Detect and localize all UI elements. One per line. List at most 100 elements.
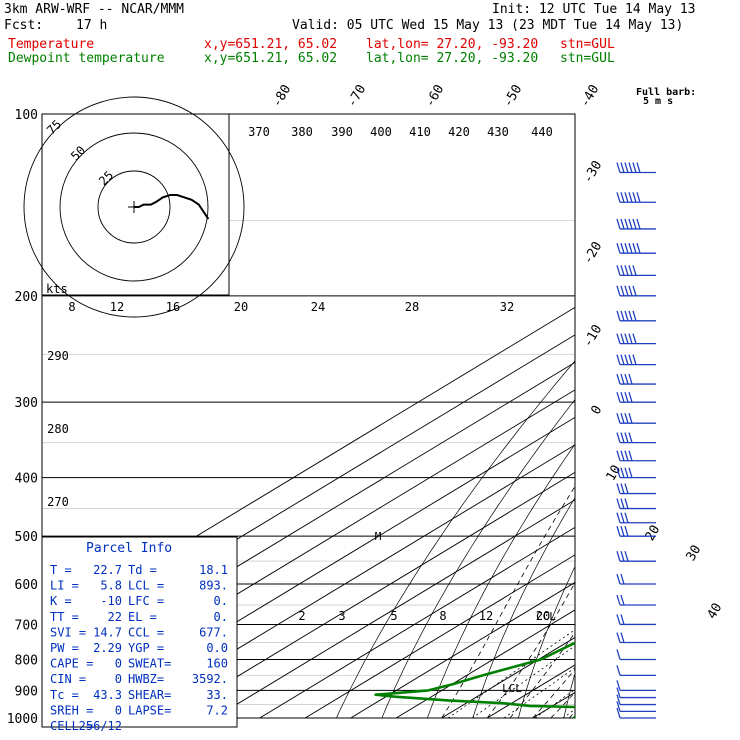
parcel-value: 0 <box>115 672 122 686</box>
isotherm-label: 20 <box>643 523 664 544</box>
wind-barb-flag <box>616 701 621 712</box>
wind-barb-flag <box>616 512 621 523</box>
wind-barb-flag <box>628 412 633 424</box>
wind-barb-flag <box>616 354 621 365</box>
wind-barb <box>616 525 656 537</box>
mixing-ratio-line <box>534 688 575 719</box>
isotherm-line <box>168 471 575 719</box>
wind-barb-flag <box>616 162 621 173</box>
parcel-key: HWBZ= <box>128 672 164 686</box>
wind-barb <box>616 483 656 495</box>
pressure-label: 1000 <box>7 712 38 727</box>
wind-barb-flag <box>624 354 629 365</box>
wind-barb-flag <box>628 467 633 478</box>
isotherm-line <box>122 444 575 719</box>
parcel-info-box <box>41 536 238 728</box>
wind-barb-flag <box>616 665 621 676</box>
parcel-value: 0.0 <box>206 641 228 655</box>
parcel-key: CIN = <box>50 672 86 686</box>
wind-barb-flag <box>616 573 621 585</box>
wind-barb-flag <box>624 285 629 297</box>
wind-barb-flag <box>616 594 621 606</box>
hodograph-ring <box>23 96 245 318</box>
wind-barb-flag <box>624 450 629 461</box>
isotherm-line <box>624 114 740 718</box>
wind-barb-flag <box>620 162 625 173</box>
dry-adiabat <box>427 443 575 719</box>
parcel-value: 893. <box>199 579 228 593</box>
parcel-value: 33. <box>206 688 228 702</box>
isotherm-line <box>304 554 575 719</box>
parcel-key: CELL = <box>50 719 93 733</box>
wind-barb-flag <box>620 632 625 643</box>
wind-barb-flag <box>624 218 629 230</box>
parcel-key: SHEAR= <box>128 688 171 702</box>
wind-barb-flag <box>624 412 629 424</box>
parcel-value: 22.7 <box>93 563 122 577</box>
wind-barb-flag <box>616 467 621 478</box>
isotherm-line <box>532 691 575 719</box>
wind-barb-flag <box>628 310 633 322</box>
wind-barb-flag <box>628 450 633 461</box>
moist-adiabat <box>587 296 740 718</box>
wind-barb-flag <box>616 687 621 698</box>
wind-barb-flag <box>636 192 641 203</box>
wind-barb <box>616 285 656 297</box>
dry-adiabat <box>609 114 740 718</box>
hodograph-ring <box>97 170 171 244</box>
parcel-value: 43.3 <box>93 688 122 702</box>
mixing-ratio-label: 3 <box>338 609 345 623</box>
wind-barb <box>616 412 656 424</box>
hodograph-box <box>41 113 230 296</box>
wind-barb-flag <box>628 432 633 443</box>
wind-barb-flag <box>616 218 621 230</box>
wind-barb-flag <box>628 285 633 297</box>
fcst-label: Fcst: <box>4 18 44 33</box>
dry-adiabat <box>336 360 575 719</box>
mixing-ratio-label: 5 <box>390 609 397 623</box>
dry-adiabat <box>472 497 575 719</box>
parcel-value: 0 <box>115 703 122 717</box>
wind-barb-flag <box>616 649 621 660</box>
wind-barb-flag <box>628 373 633 385</box>
hodograph-trace <box>134 194 210 220</box>
wind-barb <box>616 243 656 254</box>
theta-label: 290 <box>47 349 69 363</box>
parcel-value: 7.2 <box>206 703 228 717</box>
annotation-label: M <box>375 530 382 543</box>
wind-barb-flag <box>632 243 637 254</box>
wind-barb-flag <box>620 450 625 461</box>
isotherm-line <box>350 581 575 719</box>
wind-barb-flag <box>616 525 621 537</box>
wind-barb-flag <box>628 162 633 173</box>
wind-barb-flag <box>616 373 621 385</box>
speed-label: 20 <box>234 300 248 314</box>
wind-barb-flag <box>624 512 629 523</box>
barb-legend-units: 5 m s <box>643 96 673 107</box>
wind-barb <box>616 218 656 230</box>
legend-dewpoint-name: Dewpoint temperature <box>8 51 165 66</box>
isotherm-label: -50 <box>501 82 526 110</box>
wind-barb-flag <box>628 354 633 365</box>
dewpoint-profile <box>374 641 575 720</box>
isotherm-label: 10 <box>604 463 625 484</box>
isotherm-line <box>259 526 575 719</box>
wind-barb-flag <box>620 192 625 203</box>
wind-barb-flag <box>624 498 629 509</box>
wind-barb-flag <box>632 162 637 173</box>
wind-barb-flag <box>624 162 629 173</box>
wind-barb-flag <box>628 333 633 344</box>
wind-barb-flag <box>620 498 625 509</box>
wind-barb-flag <box>632 310 637 322</box>
dry-adiabat <box>655 114 740 718</box>
parcel-value: 2.29 <box>93 641 122 655</box>
theta-label: 390 <box>331 125 353 139</box>
wind-barb-flag <box>628 243 633 254</box>
wind-barb <box>616 573 656 585</box>
dry-adiabat <box>700 114 740 718</box>
parcel-value: 18.1 <box>199 563 228 577</box>
wind-barb-flag <box>620 550 625 562</box>
parcel-value: 256/12 <box>79 719 122 733</box>
wind-barb-flag <box>620 412 625 424</box>
